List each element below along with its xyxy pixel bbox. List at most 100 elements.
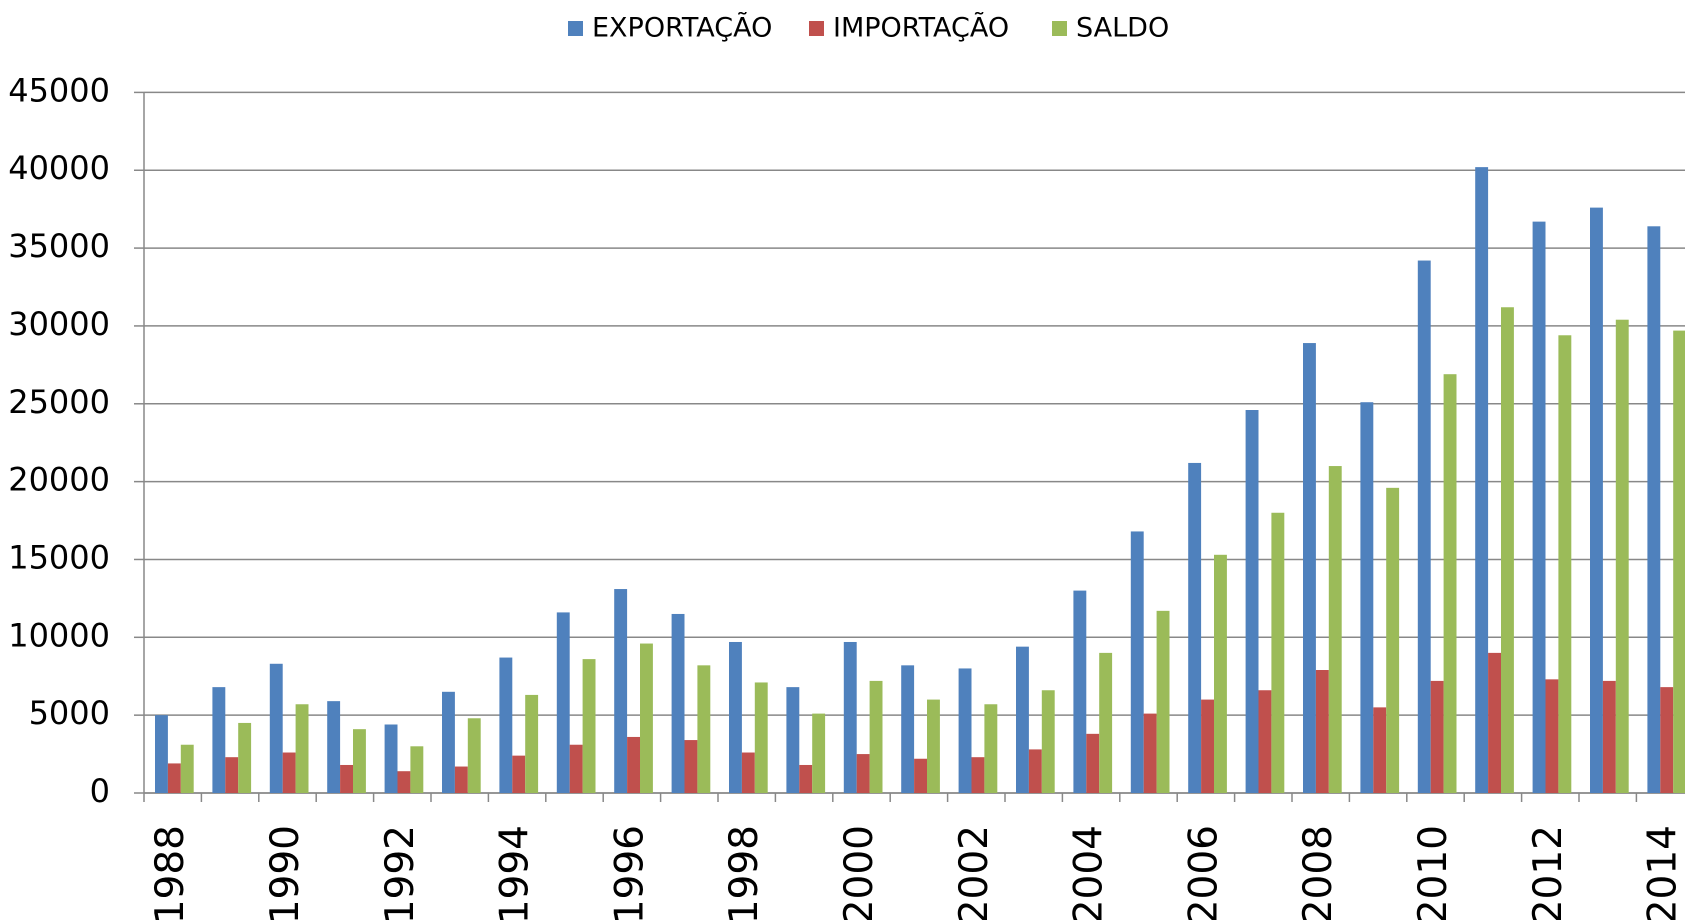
bar (180, 744, 194, 793)
bar (1373, 707, 1387, 793)
bar (155, 715, 168, 793)
y-tick-label: 35000 (8, 227, 110, 265)
bar (582, 659, 596, 793)
bar (843, 641, 857, 793)
x-tick-label: 1998 (722, 825, 767, 920)
bar (442, 691, 455, 793)
bar (467, 718, 481, 793)
bar (1303, 343, 1316, 793)
bar (786, 687, 800, 793)
bar (754, 682, 768, 793)
bar (1443, 374, 1457, 793)
bar (640, 643, 653, 793)
bar (1545, 679, 1559, 793)
bar (1041, 690, 1055, 793)
bar (167, 763, 181, 793)
bar (410, 746, 424, 793)
bar (327, 701, 341, 793)
x-tick-label: 2012 (1526, 825, 1571, 920)
bar (614, 589, 628, 793)
bar (1073, 590, 1087, 793)
y-tick-label: 30000 (8, 305, 110, 343)
legend-swatch (809, 21, 824, 36)
bar (295, 704, 309, 793)
bar (454, 766, 468, 793)
y-tick-label: 10000 (8, 616, 110, 654)
bar (556, 612, 570, 793)
x-tick-label: 2014 (1641, 825, 1685, 920)
bar (958, 668, 972, 793)
y-tick-label: 0 (90, 772, 110, 810)
bar (1016, 646, 1029, 793)
bar (1660, 687, 1674, 793)
bar (1673, 330, 1685, 793)
bar (914, 758, 927, 793)
bar (1271, 512, 1285, 793)
bar (225, 757, 239, 793)
bar (282, 752, 296, 793)
y-tick-label: 15000 (8, 538, 110, 576)
x-tick-label: 2004 (1067, 825, 1112, 920)
bar (1130, 531, 1144, 793)
bar (1602, 680, 1616, 793)
x-tick-label: 1996 (607, 825, 652, 920)
bar (1488, 652, 1501, 793)
bar (697, 665, 711, 793)
bar (1558, 335, 1572, 793)
bar (397, 771, 411, 793)
bar (671, 613, 685, 793)
x-tick-label: 1994 (493, 825, 538, 920)
bar (1615, 319, 1629, 793)
bar (799, 764, 813, 793)
bar (1532, 221, 1546, 794)
bar (269, 663, 283, 793)
legend-swatch (1052, 21, 1067, 36)
bar (627, 736, 640, 793)
bar (901, 665, 915, 793)
bar (1386, 487, 1400, 793)
bar (741, 752, 755, 793)
bar (927, 699, 940, 793)
bar (525, 694, 539, 793)
bar (1028, 749, 1042, 793)
y-tick-label: 5000 (29, 694, 110, 732)
bar (1328, 466, 1342, 793)
bar (499, 657, 513, 793)
bar (1156, 610, 1170, 793)
bar (1590, 207, 1603, 794)
bar (569, 744, 583, 793)
x-tick-label: 2010 (1411, 825, 1456, 920)
bar (1214, 554, 1227, 793)
bar (384, 724, 398, 793)
bar (1258, 690, 1272, 793)
legend-label: EXPORTAÇÃO (592, 12, 772, 44)
legend-label: IMPORTAÇÃO (833, 12, 1009, 44)
bar (1143, 713, 1157, 793)
bar (353, 729, 366, 793)
bar (684, 740, 698, 793)
bar (1245, 410, 1259, 793)
bar (1099, 652, 1113, 793)
y-tick-label: 45000 (8, 71, 110, 109)
bar (869, 680, 883, 793)
legend-label: SALDO (1076, 13, 1169, 44)
bar (1188, 462, 1202, 793)
bar (1647, 226, 1661, 793)
x-tick-label: 1992 (378, 825, 423, 920)
bar (1475, 167, 1489, 793)
x-tick-label: 2000 (837, 825, 882, 920)
y-tick-label: 25000 (8, 383, 110, 421)
x-tick-label: 1990 (263, 825, 308, 920)
bar (1501, 307, 1514, 793)
bar (812, 713, 826, 793)
bar (1360, 402, 1374, 793)
bar (1086, 733, 1100, 793)
bar (971, 757, 985, 793)
bar (1315, 670, 1329, 793)
y-tick-label: 20000 (8, 461, 110, 499)
bar (1201, 699, 1214, 793)
bar (1430, 680, 1444, 793)
y-tick-label: 40000 (8, 149, 110, 187)
